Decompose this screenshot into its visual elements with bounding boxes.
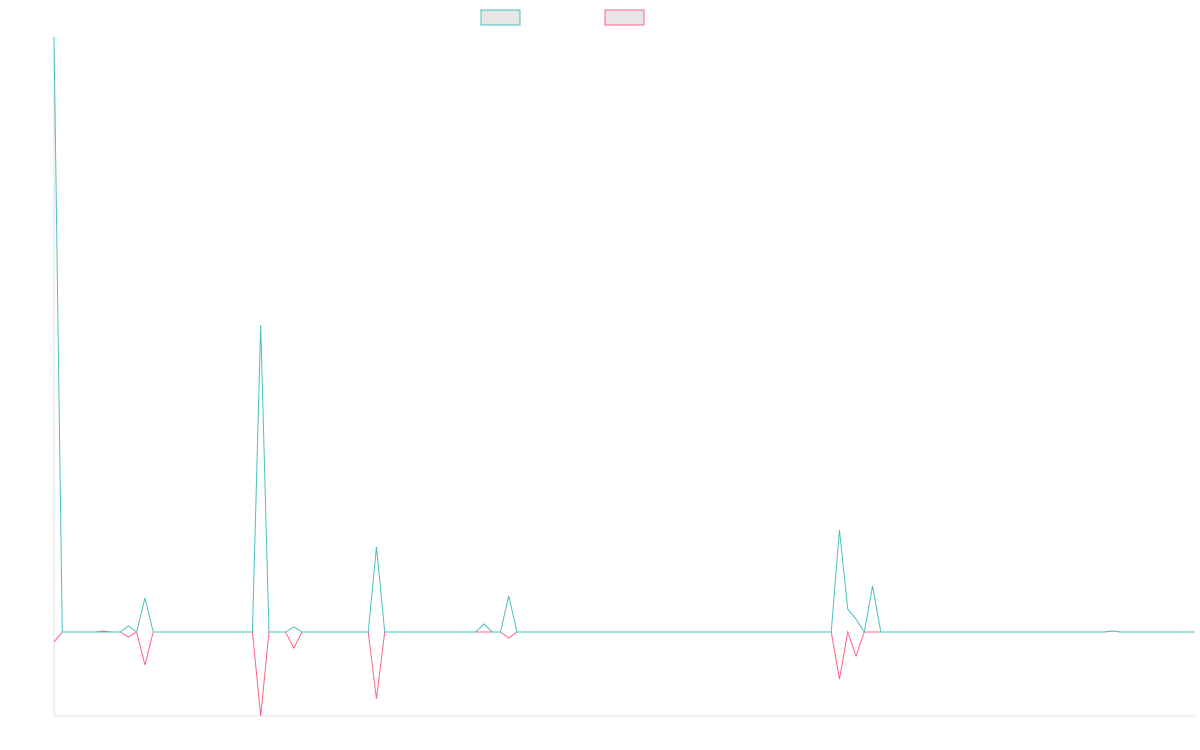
series-line: [53, 630, 1195, 717]
legend-swatch: [480, 9, 521, 26]
series-line: [53, 36, 1195, 634]
legend-swatch: [604, 9, 645, 26]
